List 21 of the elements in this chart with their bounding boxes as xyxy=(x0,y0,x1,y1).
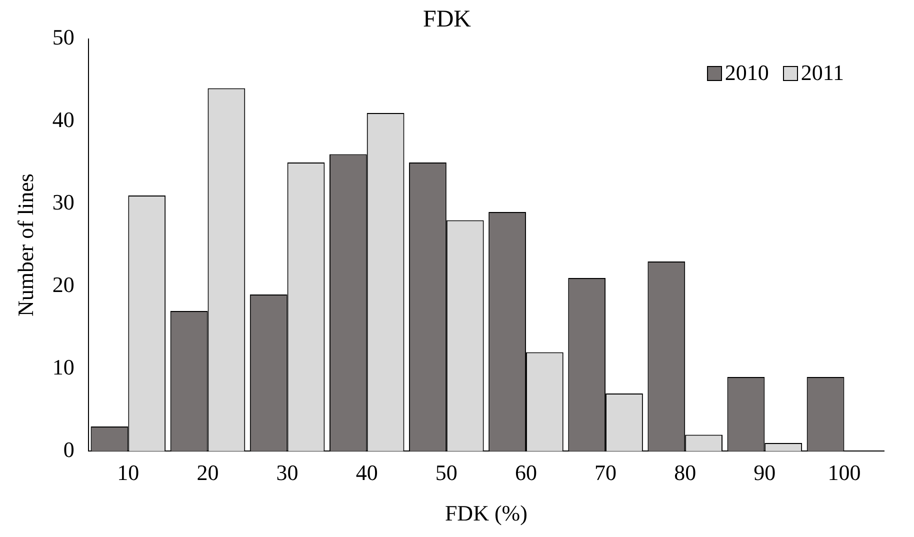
legend-label: 2010 xyxy=(724,60,769,86)
x-tick-label: 20 xyxy=(196,460,219,486)
legend-label: 2011 xyxy=(800,60,844,86)
chart-title: FDK xyxy=(422,6,472,33)
y-tick-label: 0 xyxy=(63,436,74,462)
x-tick-label: 10 xyxy=(117,460,140,486)
y-tick-label: 50 xyxy=(52,24,74,50)
y-tick-label: 20 xyxy=(52,272,74,298)
x-tick-label: 80 xyxy=(674,460,696,486)
x-tick-label: 60 xyxy=(514,460,537,486)
x-tick-label: 90 xyxy=(754,460,776,486)
x-tick-label: 50 xyxy=(435,460,458,486)
x-tick-label: 70 xyxy=(594,460,617,486)
y-axis-title: Number of lines xyxy=(12,174,38,316)
x-tick-label: 30 xyxy=(276,460,298,486)
x-tick-label: 40 xyxy=(356,460,378,486)
y-tick-label: 10 xyxy=(52,354,74,380)
x-tick-label: 100 xyxy=(828,460,861,486)
x-axis-title: FDK (%) xyxy=(444,500,528,526)
y-tick-label: 40 xyxy=(52,107,74,132)
y-tick-label: 30 xyxy=(52,190,74,215)
